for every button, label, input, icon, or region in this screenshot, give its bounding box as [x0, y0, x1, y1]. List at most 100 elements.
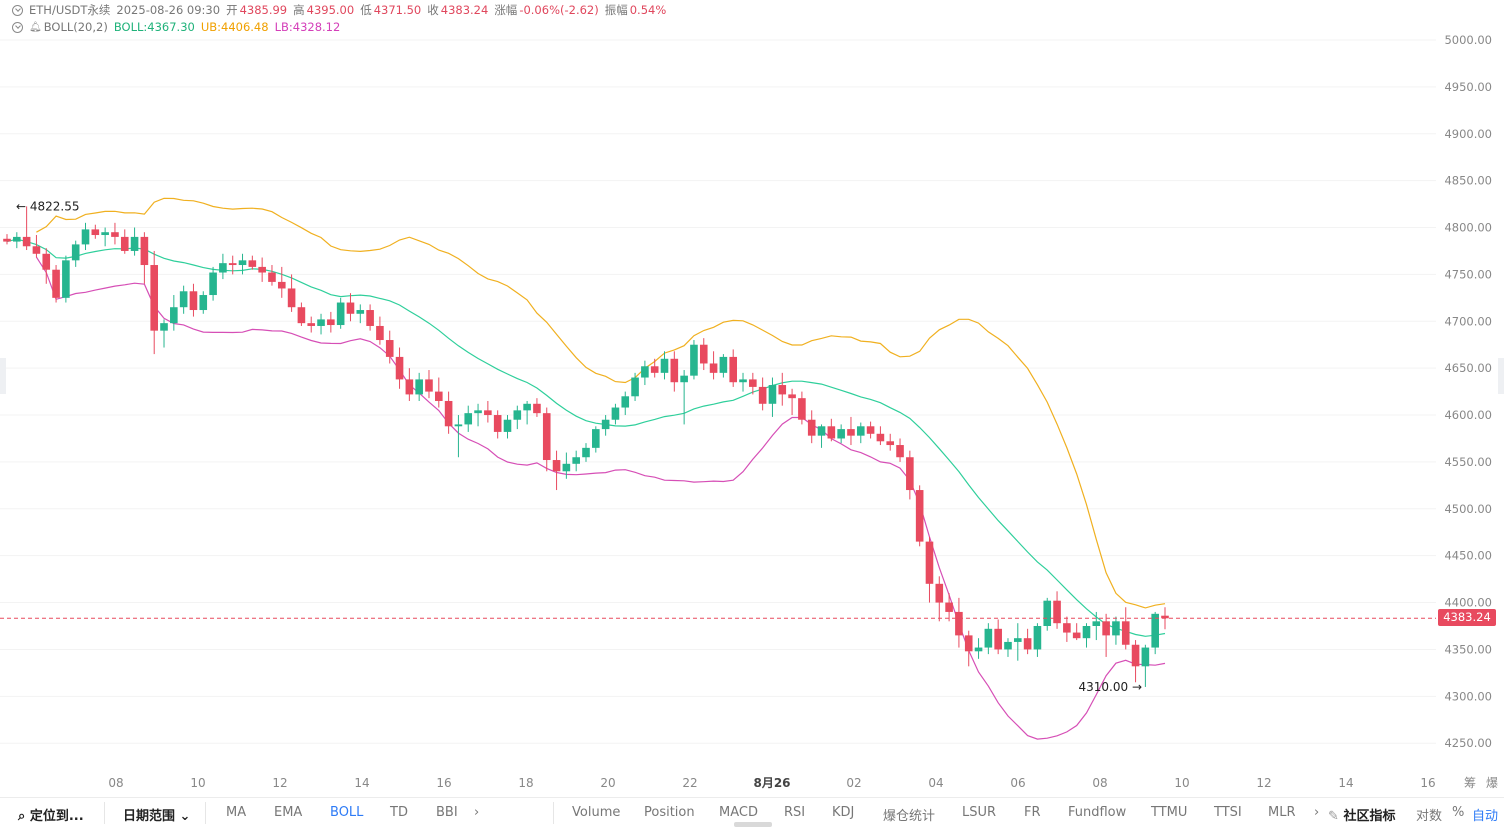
candle: [356, 304, 365, 324]
candle-body: [592, 429, 600, 448]
candle: [248, 255, 257, 270]
candle: [670, 351, 679, 392]
tab-liquidation[interactable]: 爆仓统计: [883, 809, 936, 824]
candle-body: [268, 272, 276, 282]
collapse-chevron-icon[interactable]: [12, 21, 23, 33]
candle: [258, 257, 266, 282]
candle-body: [356, 310, 365, 314]
candle: [562, 452, 571, 479]
log-scale-toggle[interactable]: 对数: [1416, 809, 1443, 824]
tab-mlr[interactable]: MLR: [1268, 805, 1296, 820]
open-value: 4385.99: [239, 3, 288, 17]
candle-body: [729, 356, 738, 383]
edit-icon: ✎: [1328, 809, 1339, 824]
candle: [660, 351, 669, 380]
tab-bbi[interactable]: BBI: [436, 805, 458, 820]
chevron-right-icon[interactable]: ›: [474, 805, 480, 820]
tab-boll[interactable]: BOLL: [330, 805, 364, 820]
bell-icon[interactable]: 🔔︎: [29, 21, 42, 33]
tab-fundflow[interactable]: Fundflow: [1068, 805, 1127, 820]
ub-value: UB:4406.48: [200, 20, 269, 34]
candle: [945, 593, 953, 622]
tab-fr[interactable]: FR: [1024, 805, 1041, 820]
chevron-down-icon: ⌄: [179, 809, 191, 824]
tab-td[interactable]: TD: [390, 805, 408, 820]
tab-rsi[interactable]: RSI: [784, 805, 806, 820]
percent-scale-toggle[interactable]: %: [1452, 805, 1465, 820]
candle-body: [209, 272, 217, 296]
candle: [601, 415, 610, 436]
tab-kdj[interactable]: KDJ: [832, 805, 855, 820]
candle: [690, 340, 698, 380]
price-chart[interactable]: 5000.00 4950.00 4900.00 4850.00 4800.00 4750.…: [0, 0, 1504, 797]
tab-position[interactable]: Position: [644, 805, 695, 820]
candle: [896, 438, 904, 462]
candle: [1043, 597, 1052, 631]
x-tick-label: 08: [108, 776, 123, 790]
candle-body: [415, 379, 423, 395]
candle-body: [984, 628, 993, 648]
right-panel-handle[interactable]: [1498, 358, 1504, 394]
candle-body: [170, 307, 178, 324]
candle-body: [847, 429, 855, 436]
candle: [444, 391, 453, 434]
community-indicators-button[interactable]: ✎ 社区指标: [1328, 805, 1395, 824]
tab-ttmu[interactable]: TTMU: [1151, 805, 1188, 820]
candle-body: [709, 363, 718, 373]
tab-ema[interactable]: EMA: [274, 805, 303, 820]
candle: [1072, 623, 1081, 641]
candle-body: [1092, 621, 1101, 626]
upper-band-line: [36, 197, 1166, 609]
x-tick-label: 04: [928, 776, 943, 790]
tab-ttsi[interactable]: TTSI: [1214, 805, 1242, 820]
candle-body: [758, 386, 767, 404]
candle: [739, 372, 747, 392]
tab-lsur[interactable]: LSUR: [962, 805, 997, 820]
x-tick-label: 10: [1174, 776, 1189, 790]
candle: [592, 426, 600, 453]
candle-body: [484, 410, 492, 416]
candle: [758, 377, 767, 411]
y-tick-label: 4850.00: [1444, 174, 1492, 188]
candles: [3, 206, 1169, 687]
tab-volume[interactable]: Volume: [572, 805, 621, 820]
candle-body: [1141, 647, 1150, 667]
indicator-name: BOLL(20,2): [43, 20, 108, 34]
close-label: 收: [427, 3, 439, 17]
chevron-right-icon[interactable]: ›: [1314, 805, 1320, 820]
candle-body: [1013, 638, 1022, 642]
candle-body: [739, 379, 747, 383]
candle-body: [1023, 638, 1032, 650]
candle-body: [915, 490, 924, 542]
auto-scale-toggle[interactable]: 自动: [1472, 809, 1499, 824]
candle-body: [160, 323, 168, 331]
candle-body: [542, 413, 551, 461]
candle-body: [71, 244, 80, 261]
candle-body: [120, 236, 129, 251]
candle: [1033, 623, 1042, 657]
candle-body: [405, 379, 414, 395]
candle: [415, 372, 423, 401]
candle-body: [641, 366, 649, 378]
time-axis[interactable]: 08 10 12 14 16 18 20 22 8月26 02 04 06 08 10 12 14 16 筹爆: [108, 776, 1498, 790]
time-scroll-handle[interactable]: [734, 822, 772, 827]
candle: [425, 370, 433, 399]
locate-label: 定位到...: [29, 809, 84, 824]
tab-macd[interactable]: MACD: [719, 805, 758, 820]
tab-ma[interactable]: MA: [226, 805, 247, 820]
date-range-button[interactable]: 日期范围 ⌄: [123, 805, 190, 824]
left-panel-handle[interactable]: [0, 358, 6, 394]
candle-body: [189, 291, 198, 311]
x-tick-label: 12: [1256, 776, 1271, 790]
locate-button[interactable]: ⌕ 定位到...: [18, 805, 84, 824]
price-axis[interactable]: 5000.00 4950.00 4900.00 4850.00 4800.00 4750.…: [1444, 33, 1492, 750]
datetime-label: 2025-08-26 09:30: [116, 3, 221, 17]
candle: [71, 240, 80, 267]
candle-body: [690, 344, 698, 376]
current-price-tag: 4383.24: [1438, 609, 1496, 626]
candle: [876, 426, 885, 446]
candle-body: [81, 229, 90, 245]
x-tick-label: 10: [190, 776, 205, 790]
collapse-chevron-icon[interactable]: [12, 4, 23, 16]
candle-body: [91, 229, 100, 236]
